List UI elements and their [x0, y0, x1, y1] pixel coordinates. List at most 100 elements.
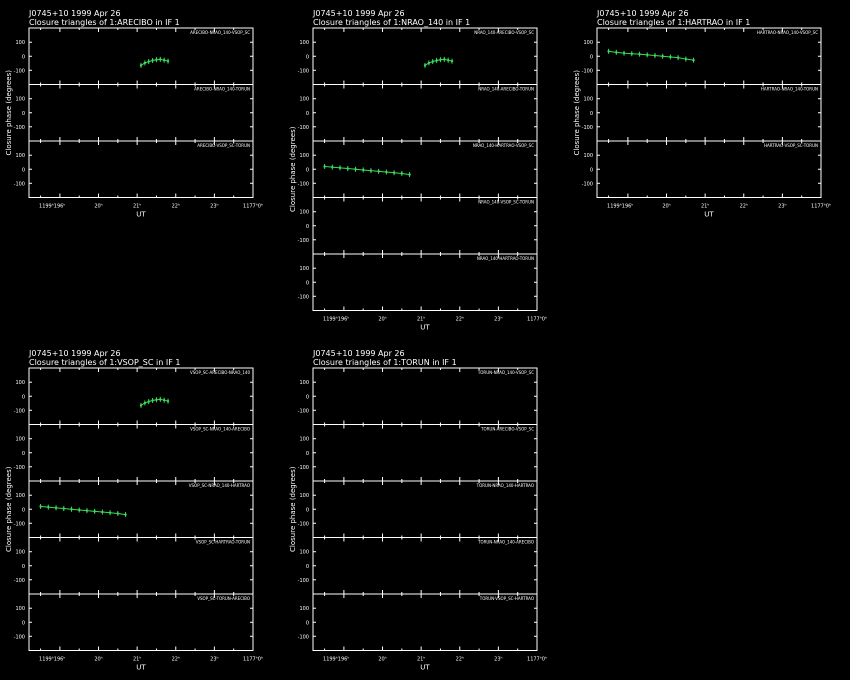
data-trace	[152, 59, 157, 61]
subpanel-frame	[312, 197, 538, 255]
triangle-label: HARTRAO-NRAO_140-VSOP_SC	[757, 30, 818, 35]
y-tick-label: 100	[299, 380, 309, 386]
y-axis-label: Closure phase (degrees)	[289, 466, 297, 552]
subpanel-frame	[596, 140, 822, 198]
triangle-label: VSOP_SC-ARECIBO-NRAO_140	[190, 370, 250, 375]
panel-subtitle: Closure triangles of 1:ARECIBO in IF 1	[29, 18, 180, 27]
y-tick-label: 0	[306, 111, 309, 117]
y-tick-label: 100	[15, 40, 25, 46]
subpanel-frame	[312, 367, 538, 425]
data-trace	[117, 512, 126, 516]
triangle-label: ARECIBO-NRAO_140-VSOP_SC	[190, 30, 250, 35]
triangle-label: TORUN-VSOP_SC-HARTRAO	[479, 596, 534, 601]
y-tick-label: 100	[15, 380, 25, 386]
panel-title: J0745+10 1999 Apr 26	[28, 9, 121, 18]
y-tick-label: 100	[299, 210, 309, 216]
subpanel-frame	[28, 84, 254, 142]
x-tick-label: 1199ʰ196ʰ	[323, 317, 349, 323]
subpanel-frame	[312, 537, 538, 595]
x-tick-label: 21ʰ	[133, 657, 141, 663]
x-tick-label: 1177ʰ0ʰ	[527, 317, 547, 323]
y-tick-label: 100	[299, 550, 309, 556]
y-tick-label: -100	[298, 634, 309, 640]
y-tick-label: -100	[298, 181, 309, 187]
data-trace	[363, 169, 371, 172]
panel-title: J0745+10 1999 Apr 26	[312, 9, 405, 18]
panel-title: J0745+10 1999 Apr 26	[28, 349, 121, 358]
x-axis-label: UT	[704, 211, 714, 219]
y-tick-label: 0	[22, 167, 25, 173]
y-tick-label: 0	[590, 54, 593, 60]
data-trace	[148, 399, 153, 403]
y-tick-label: 0	[306, 451, 309, 457]
triangle-label: VSOP_SC-NRAO_140-HARTRAO	[189, 483, 250, 488]
data-trace	[140, 402, 146, 406]
y-tick-label: 0	[306, 54, 309, 60]
y-tick-label: 100	[15, 550, 25, 556]
y-tick-label: -100	[582, 181, 593, 187]
x-tick-label: 1177ʰ0ʰ	[811, 204, 831, 210]
data-trace	[102, 511, 111, 514]
y-tick-label: -100	[298, 408, 309, 414]
y-tick-label: -100	[298, 294, 309, 300]
data-trace	[79, 509, 87, 512]
data-trace	[616, 51, 625, 54]
triangle-label: VSOP_SC-HARTRAO-TORUN	[196, 540, 250, 545]
triangle-label: VSOP_SC-NRAO_140-ARECIBO	[190, 427, 250, 432]
x-axis-label: UT	[136, 664, 146, 672]
data-trace	[144, 401, 149, 404]
x-tick-label: 20ʰ	[662, 204, 670, 210]
y-tick-label: -100	[14, 465, 25, 471]
data-trace	[94, 510, 103, 513]
y-axis-label: Closure phase (degrees)	[573, 70, 581, 156]
data-trace	[448, 59, 453, 62]
y-tick-label: 0	[22, 507, 25, 513]
x-tick-label: 22ʰ	[456, 317, 464, 323]
x-tick-label: 20ʰ	[94, 204, 102, 210]
y-tick-label: 0	[590, 111, 593, 117]
subpanel-frame	[312, 27, 538, 85]
x-tick-label: 1199ʰ196ʰ	[607, 204, 633, 210]
data-trace	[647, 54, 655, 57]
data-trace	[332, 166, 341, 169]
y-tick-label: -100	[582, 125, 593, 131]
data-trace	[48, 506, 57, 509]
y-tick-label: 0	[306, 564, 309, 570]
y-tick-label: -100	[14, 408, 25, 414]
y-tick-label: 0	[22, 394, 25, 400]
data-trace	[160, 58, 165, 61]
y-tick-label: 100	[299, 97, 309, 103]
subpanel-frame	[28, 367, 254, 425]
x-axis-label: UT	[420, 324, 430, 332]
data-trace	[654, 55, 663, 57]
x-tick-label: 21ʰ	[417, 317, 425, 323]
y-tick-label: -100	[14, 634, 25, 640]
data-trace	[160, 398, 165, 401]
data-trace	[86, 510, 95, 512]
x-tick-label: 23ʰ	[210, 204, 218, 210]
y-tick-label: -100	[298, 125, 309, 131]
data-trace	[678, 57, 686, 60]
x-tick-label: 1177ʰ0ʰ	[243, 204, 263, 210]
y-tick-label: -100	[14, 578, 25, 584]
data-trace	[40, 505, 49, 508]
y-tick-label: 0	[590, 167, 593, 173]
y-tick-label: 0	[306, 224, 309, 230]
y-tick-label: 0	[306, 394, 309, 400]
subpanel-frame	[28, 480, 254, 538]
y-tick-label: 100	[583, 40, 593, 46]
y-tick-label: 0	[22, 620, 25, 626]
y-axis-label: Closure phase (degrees)	[5, 466, 13, 552]
y-tick-label: -100	[298, 68, 309, 74]
y-tick-label: 100	[299, 153, 309, 159]
triangle-label: HARTRAO-VSOP_SC-TORUN	[764, 143, 818, 148]
x-tick-label: 21ʰ	[133, 204, 141, 210]
x-tick-label: 22ʰ	[172, 204, 180, 210]
x-tick-label: 22ʰ	[456, 657, 464, 663]
data-trace	[110, 512, 118, 514]
